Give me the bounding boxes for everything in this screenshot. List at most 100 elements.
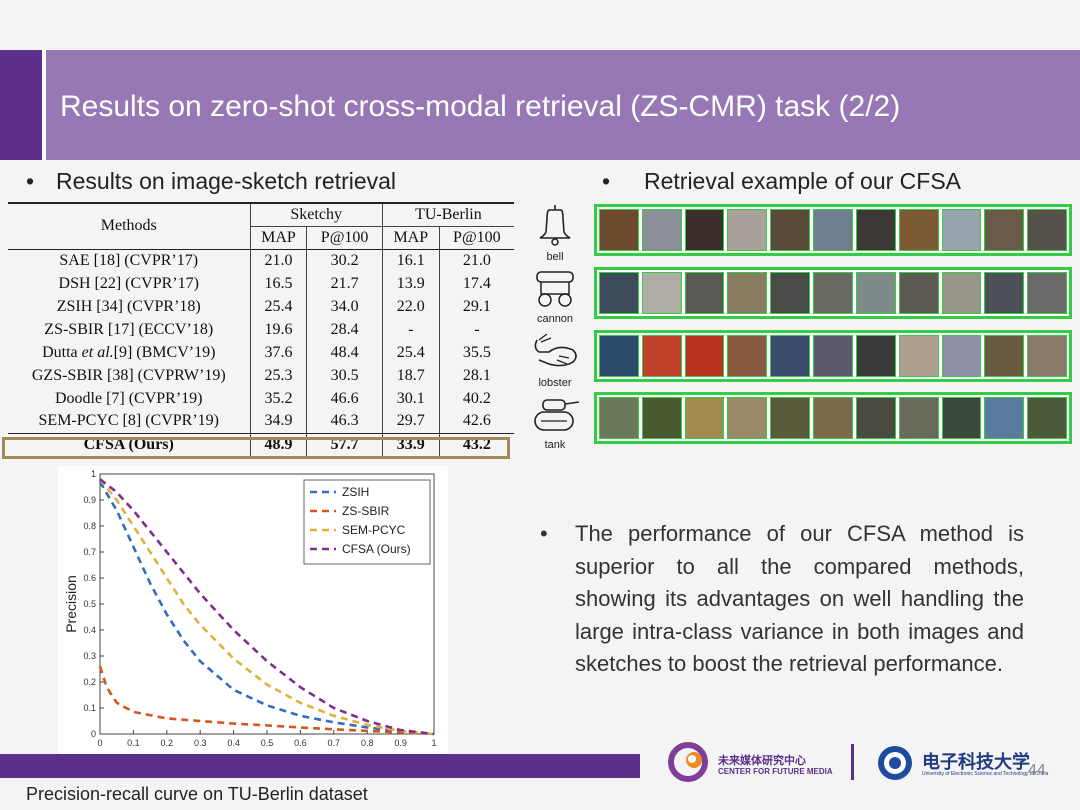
retrieved-image-thumbnail [684,209,725,251]
lobster-sketch-icon [534,333,577,367]
retrieved-image-thumbnail [770,397,811,439]
y-tick-label: 0.6 [83,573,96,583]
retrieved-image-thumbnail [813,335,853,377]
value-cell: 25.4 [249,295,307,318]
value-cell: 21.0 [438,248,514,272]
sketch-cannon: cannon [520,266,590,325]
pr-curve-chart: 0 0.1 0.2 0.3 0.4 0.5 0.6 0.7 0.8 0.9 1 0 0.1 0.2 0.3 0… [58,466,448,776]
x-tick-label: 0.7 [328,738,341,748]
left-heading: • Results on image-sketch retrieval [26,168,396,195]
bell-sketch-icon [539,205,571,246]
retrieved-image-thumbnail [599,397,639,439]
cfm-logo-icon [668,742,708,782]
x-tick-label: 0.1 [127,738,140,748]
value-cell: 48.9 [249,432,307,456]
value-cell: 57.7 [306,432,383,456]
summary-paragraph: • The performance of our CFSA method is … [540,518,1024,681]
chart-caption: Precision-recall curve on TU-Berlin data… [26,784,368,804]
retrieved-image-thumbnail [1027,209,1067,251]
value-cell: 29.7 [381,410,440,433]
table-header-row: Methods Sketchy TU-Berlin [8,202,514,249]
series-line [98,478,435,736]
value-cell: 46.6 [306,387,383,410]
value-cell: 21.7 [306,272,383,295]
retrieved-image-thumbnail [727,397,768,439]
retrieved-image-thumbnail [727,272,768,314]
x-tick-label: 0 [97,738,102,748]
retrieved-image-thumbnail [1027,397,1067,439]
value-cell: 35.2 [249,387,307,410]
table-row: ZS-SBIR [17] (ECCV’18) 19.6 28.4 - - [8,318,514,341]
value-cell: 22.0 [381,295,440,318]
value-cell: 19.6 [249,318,307,341]
table-row: Doodle [7] (CVPR’19) 35.2 46.6 30.1 40.2 [8,387,514,410]
methods-header: Methods [8,202,250,249]
method-cell: ZSIH [34] (CVPR’18) [56,297,201,315]
retrieved-image-thumbnail [770,209,811,251]
retrieved-image-thumbnail [813,209,853,251]
retrieved-image-thumbnail [855,209,896,251]
method-em: et al. [81,343,114,361]
method-cell: SEM-PCYC [8] (CVPR’19) [38,412,219,430]
retrieved-image-thumbnail [984,209,1025,251]
value-cell: 16.1 [381,248,440,272]
retrieved-image-thumbnail [898,272,939,314]
series-line [99,478,435,736]
retrieved-image-thumbnail [855,272,896,314]
cfm-logo-cn: 未来媒体研究中心 [718,755,806,767]
table-row: ZSIH [34] (CVPR’18) 25.4 34.0 22.0 29.1 [8,295,514,318]
retrieved-image-thumbnail [984,272,1025,314]
value-cell: 48.4 [306,341,383,364]
legend-label: ZS-SBIR [342,504,390,518]
retrieval-row [594,267,1072,319]
title-divider [42,50,46,160]
x-tick-label: 0.3 [194,738,207,748]
value-cell: 30.1 [381,387,440,410]
table-subheader-row: MAP P@100 MAP P@100 [8,226,514,249]
sub-header: MAP [381,226,440,249]
y-tick-label: 0.2 [83,677,96,687]
table-row: GZS-SBIR [38] (CVPRW’19) 25.3 30.5 18.7 … [8,364,514,387]
retrieved-image-thumbnail [684,397,725,439]
y-axis-label: Precision [63,575,79,633]
retrieved-image-thumbnail [984,335,1025,377]
y-tick-label: 0.1 [83,703,96,713]
retrieved-image-thumbnail [898,397,939,439]
retrieved-image-thumbnail [813,397,853,439]
legend-label: CFSA (Ours) [342,542,411,556]
retrieved-image-thumbnail [599,209,639,251]
value-cell: 35.5 [438,341,514,364]
footer-bar [0,754,640,778]
value-cell: 16.5 [249,272,307,295]
cfm-logo-en: CENTER FOR FUTURE MEDIA [718,767,833,776]
retrieved-image-thumbnail [855,335,896,377]
retrieved-image-thumbnail [941,397,982,439]
method-cell: DSH [22] (CVPR’17) [58,274,199,292]
method-cell: GZS-SBIR [38] (CVPRW’19) [31,366,226,384]
series-line [98,666,435,736]
x-tick-label: 0.2 [161,738,174,748]
retrieved-image-thumbnail [898,209,939,251]
y-tick-label: 0.4 [83,625,96,635]
retrieved-image-thumbnail [641,335,682,377]
university-name-cn: 电子科技大学 [922,752,1030,772]
value-cell: 34.0 [306,295,383,318]
value-cell: - [438,318,514,341]
retrieval-row [594,392,1072,444]
summary-text: The performance of our CFSA method is su… [575,521,1024,676]
sketch-lobster: lobster [520,330,590,389]
retrieved-image-thumbnail [1027,272,1067,314]
sketch-label: cannon [536,313,574,325]
sketchy-header: Sketchy [249,202,383,227]
value-cell: 28.4 [306,318,383,341]
legend-label: SEM-PCYC [342,523,406,537]
retrieved-image-thumbnail [727,209,768,251]
value-cell: 30.2 [306,248,383,272]
method-post: [9] (BMCV’19) [113,343,216,361]
retrieved-image-thumbnail [855,397,896,439]
retrieved-image-thumbnail [599,272,639,314]
value-cell: 21.0 [249,248,307,272]
value-cell: 25.4 [381,341,440,364]
retrieved-image-thumbnail [941,335,982,377]
title-accent-block [0,50,42,160]
